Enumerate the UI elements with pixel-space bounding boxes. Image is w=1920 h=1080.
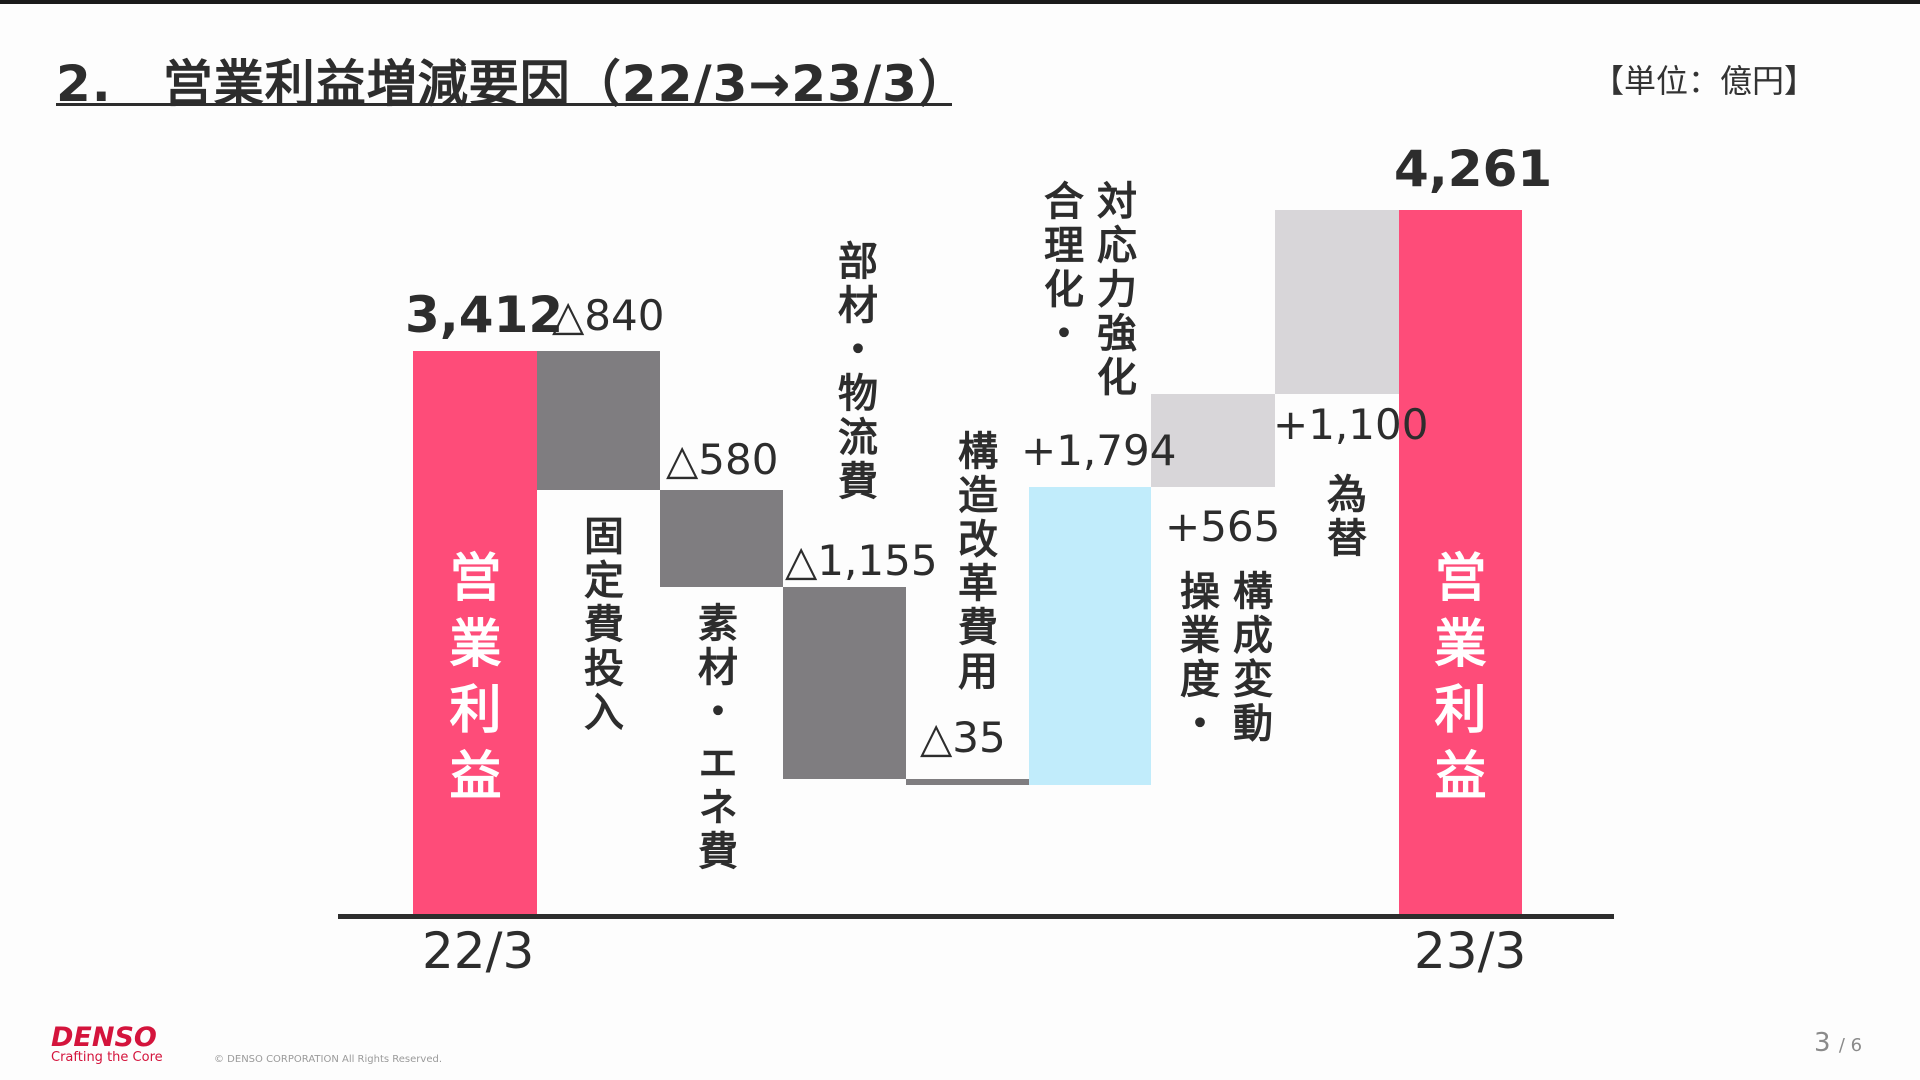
bar-end-total <box>1399 210 1522 917</box>
page-number: 3 / 6 <box>1814 1028 1862 1058</box>
bar-fx <box>1275 210 1399 394</box>
x-axis-line <box>338 914 1614 919</box>
label-materials-energy-col2: エネ費 <box>691 742 737 874</box>
label-rationalization-col2: 対応力強化 <box>1090 180 1136 400</box>
label-materials-energy-col1: 素材・ <box>691 602 737 734</box>
bar-parts-logistics <box>783 587 906 779</box>
label-end-total: 営業利益 <box>1425 550 1485 814</box>
value-parts-logistics: △1,155 <box>785 536 938 585</box>
top-border <box>0 0 1920 4</box>
copyright: © DENSO CORPORATION All Rights Reserved. <box>214 1054 442 1065</box>
bar-fixed-cost <box>537 351 660 490</box>
label-restructuring: 構造改革費用 <box>951 430 997 694</box>
page-total: / 6 <box>1838 1035 1863 1056</box>
bar-materials-energy <box>660 490 783 587</box>
value-restructuring: △35 <box>920 713 1006 762</box>
value-end: 4,261 <box>1394 140 1553 198</box>
label-rationalization-col1: 合理化・ <box>1037 180 1083 356</box>
label-volume-mix-col2: 構成変動 <box>1226 570 1272 746</box>
value-rationalization: +1,794 <box>1021 426 1177 475</box>
tagline: Crafting the Core <box>51 1050 163 1065</box>
value-materials-energy: △580 <box>666 435 779 484</box>
page-current: 3 <box>1814 1028 1831 1058</box>
unit-label: 【単位：億円】 <box>1592 62 1817 100</box>
value-volume-mix: +565 <box>1165 502 1281 551</box>
title-underline <box>56 103 952 106</box>
value-start: 3,412 <box>405 286 564 344</box>
value-fixed-cost: △840 <box>552 291 665 340</box>
label-fixed-cost: 固定費投入 <box>577 515 623 735</box>
label-volume-mix-col1: 操業度・ <box>1173 570 1219 746</box>
label-start-total: 営業利益 <box>440 550 500 814</box>
bar-start-total <box>413 351 537 917</box>
x-tick-start: 22/3 <box>422 922 535 980</box>
label-parts-logistics: 部材・物流費 <box>831 240 877 504</box>
bar-volume-mix <box>1151 394 1275 487</box>
bar-restructuring <box>906 779 1029 785</box>
denso-logo: DENSO <box>51 1022 157 1053</box>
value-fx: +1,100 <box>1273 400 1429 449</box>
bar-rationalization <box>1029 487 1151 785</box>
x-tick-end: 23/3 <box>1414 922 1527 980</box>
label-fx: 為替 <box>1320 473 1366 561</box>
